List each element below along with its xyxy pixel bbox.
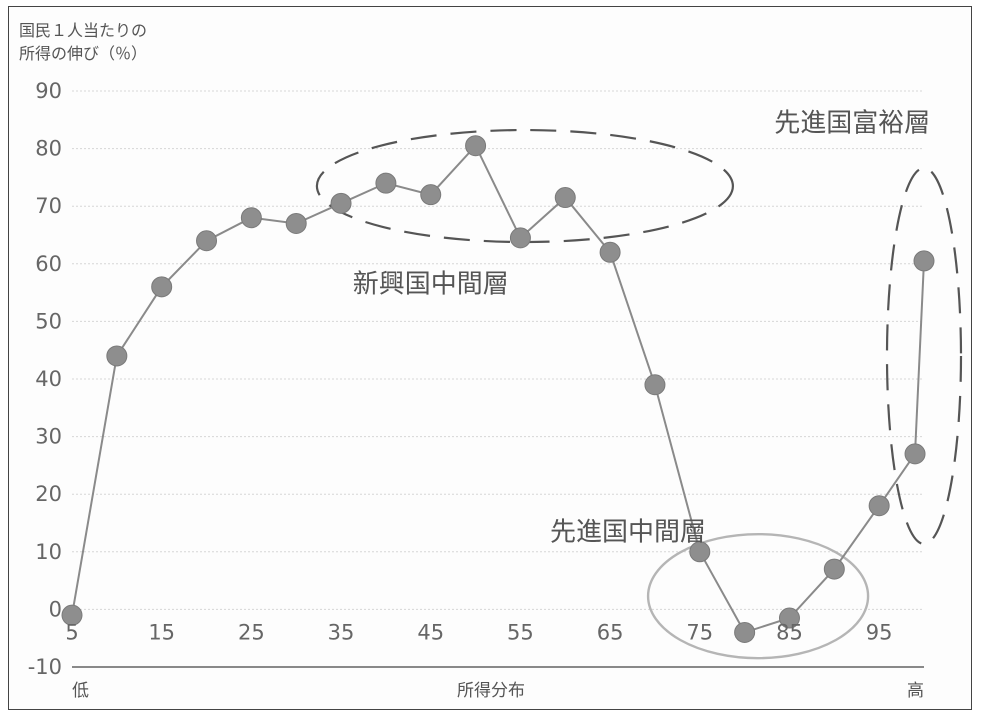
x-tick-label-15: 15 <box>148 620 175 644</box>
y-tick-label--10: -10 <box>28 655 62 679</box>
data-point-20 <box>904 443 926 465</box>
data-point-13 <box>599 241 621 263</box>
y-axis-label-line-2: 所得の伸び（％） <box>19 44 147 63</box>
x-axis-label: 所得分布 <box>457 681 525 701</box>
tick-label-layer: -10 0 10 20 30 40 50 60 70 80 90 5 15 25 35 45 55 65 75 85 9… <box>28 79 893 679</box>
x-tick-label-55: 55 <box>507 620 534 644</box>
x-tick-label-75: 75 <box>686 620 713 644</box>
annotation-label-3: 先進国富裕層 <box>774 108 930 138</box>
chart-frame: -10 0 10 20 30 40 50 60 70 80 90 5 15 25 35 45 55 65 75 85 9… <box>8 6 972 710</box>
x-tick-label-85: 85 <box>776 620 803 644</box>
y-tick-label-80: 80 <box>35 137 62 161</box>
data-point-14 <box>644 374 666 396</box>
data-point-8 <box>375 172 397 194</box>
data-point-3 <box>151 276 173 298</box>
y-tick-label-30: 30 <box>35 425 62 449</box>
x-tick-label-45: 45 <box>417 620 444 644</box>
data-point-9 <box>420 184 442 206</box>
data-point-11 <box>509 227 531 249</box>
x-axis-low-label: 低 <box>72 681 89 701</box>
x-tick-label-5: 5 <box>65 620 78 644</box>
y-axis-label-line-1: 国民１人当たりの <box>19 21 147 40</box>
y-tick-label-60: 60 <box>35 252 62 276</box>
y-tick-label-70: 70 <box>35 194 62 218</box>
annotation-ellipse-2 <box>646 532 870 660</box>
x-tick-label-25: 25 <box>238 620 265 644</box>
data-point-7 <box>330 192 352 214</box>
data-point-18 <box>823 558 845 580</box>
data-point-10 <box>465 135 487 157</box>
series-line <box>71 143 925 634</box>
y-tick-label-90: 90 <box>35 79 62 103</box>
annotation-label-2: 先進国中間層 <box>550 517 706 547</box>
data-point-17 <box>778 607 800 629</box>
y-tick-label-20: 20 <box>35 482 62 506</box>
data-point-15 <box>689 541 711 563</box>
x-tick-label-65: 65 <box>597 620 624 644</box>
data-point-1 <box>61 604 83 626</box>
growth-line-chart: -10 0 10 20 30 40 50 60 70 80 90 5 15 25 35 45 55 65 75 85 9… <box>19 21 963 701</box>
data-point-19 <box>868 495 890 517</box>
data-point-6 <box>285 212 307 234</box>
series-layer <box>61 128 963 660</box>
data-point-5 <box>240 207 262 229</box>
data-point-21 <box>913 250 935 272</box>
y-tick-label-40: 40 <box>35 367 62 391</box>
x-tick-label-95: 95 <box>866 620 893 644</box>
data-point-4 <box>196 230 218 252</box>
data-point-16 <box>734 621 756 643</box>
y-tick-label-0: 0 <box>49 597 62 621</box>
annotation-label-1: 新興国中間層 <box>353 270 509 300</box>
data-point-2 <box>106 345 128 367</box>
y-tick-label-50: 50 <box>35 309 62 333</box>
annotation-ellipse-3 <box>885 166 963 546</box>
grid-layer <box>72 90 924 668</box>
x-tick-label-35: 35 <box>328 620 355 644</box>
x-axis-high-label: 高 <box>907 681 924 701</box>
data-point-12 <box>554 187 576 209</box>
y-tick-label-10: 10 <box>35 540 62 564</box>
